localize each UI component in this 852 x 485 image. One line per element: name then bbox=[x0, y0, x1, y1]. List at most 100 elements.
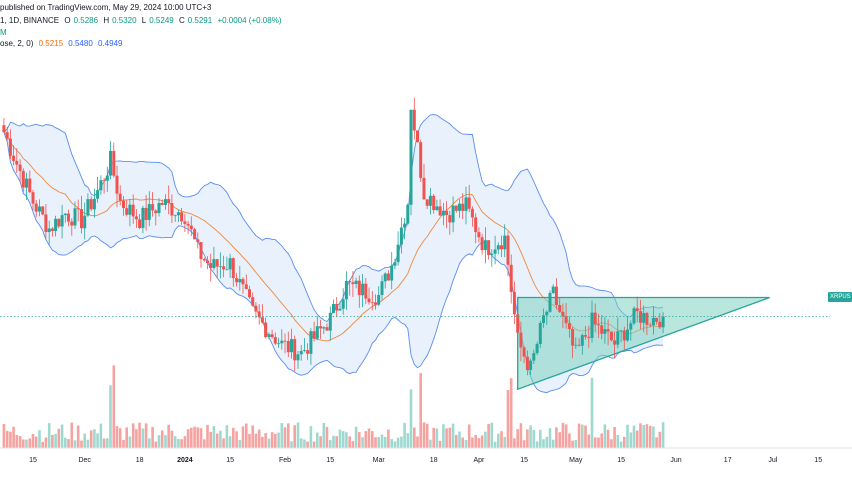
volume-bar bbox=[5, 430, 9, 448]
candle-body bbox=[348, 281, 352, 283]
volume-bar bbox=[267, 438, 271, 448]
x-tick-label: Mar bbox=[373, 457, 386, 464]
volume-bar bbox=[144, 423, 148, 448]
volume-bar bbox=[83, 433, 86, 448]
volume-bar bbox=[264, 433, 267, 448]
volume-bar bbox=[222, 438, 225, 448]
candle-body bbox=[516, 314, 520, 333]
candle-body bbox=[222, 266, 226, 270]
x-tick-label: Jun bbox=[670, 457, 681, 464]
candle-body bbox=[302, 350, 306, 351]
volume-bar bbox=[2, 424, 6, 448]
candle-body bbox=[112, 150, 116, 176]
candle-body bbox=[593, 312, 597, 325]
volume-bar bbox=[115, 426, 119, 448]
x-tick-label: 18 bbox=[430, 457, 438, 464]
candle-body bbox=[661, 316, 665, 328]
volume-bar bbox=[652, 426, 655, 448]
candle-body bbox=[57, 218, 61, 227]
candle-body bbox=[354, 280, 358, 284]
candle-body bbox=[270, 334, 274, 338]
volume-bar bbox=[93, 429, 96, 448]
candle-body bbox=[367, 298, 371, 303]
volume-bar bbox=[548, 428, 552, 448]
volume-bar bbox=[180, 439, 183, 448]
candle-body bbox=[509, 264, 513, 292]
volume-bar bbox=[76, 425, 80, 448]
volume-bar bbox=[335, 436, 338, 448]
volume-bar bbox=[348, 436, 351, 448]
volume-bar bbox=[461, 437, 464, 448]
candle-body bbox=[83, 215, 87, 229]
candle-body bbox=[31, 192, 35, 204]
volume-bar bbox=[616, 435, 620, 448]
candle-body bbox=[290, 339, 293, 353]
candle-body bbox=[131, 204, 135, 217]
candle-body bbox=[512, 292, 516, 315]
candle-body bbox=[648, 324, 652, 326]
volume-bar bbox=[31, 434, 35, 448]
volume-bar bbox=[442, 424, 445, 448]
candle-body bbox=[76, 208, 80, 210]
candle-body bbox=[67, 213, 70, 222]
x-tick-label: May bbox=[569, 457, 583, 464]
volume-bar bbox=[464, 440, 468, 448]
volume-bar bbox=[232, 427, 235, 448]
volume-bar bbox=[64, 437, 67, 448]
candle-body bbox=[293, 339, 297, 361]
candle-body bbox=[529, 360, 533, 370]
volume-bar bbox=[287, 423, 290, 448]
candle-body bbox=[564, 316, 568, 324]
x-tick-label: 2024 bbox=[177, 457, 193, 464]
candle-body bbox=[467, 197, 471, 209]
volume-bar bbox=[358, 432, 361, 448]
candle-body bbox=[254, 305, 258, 312]
volume-bar bbox=[513, 438, 516, 448]
candle-body bbox=[577, 344, 581, 346]
candle-body bbox=[525, 356, 529, 370]
candle-body bbox=[597, 324, 600, 326]
candle-body bbox=[380, 281, 384, 295]
candle-body bbox=[89, 199, 93, 210]
candle-body bbox=[50, 228, 54, 231]
candle-body bbox=[522, 347, 526, 357]
open-value: 0.5286 bbox=[73, 16, 99, 25]
volume-bar bbox=[371, 431, 374, 448]
candle-body bbox=[180, 212, 184, 222]
candle-body bbox=[105, 175, 109, 181]
volume-bar bbox=[225, 425, 229, 448]
candle-body bbox=[454, 205, 458, 211]
candle-body bbox=[551, 286, 555, 293]
volume-bar bbox=[80, 440, 83, 448]
volume-bar bbox=[564, 424, 568, 448]
candle-body bbox=[558, 305, 562, 312]
volume-bar bbox=[393, 441, 397, 448]
volume-bar bbox=[54, 433, 57, 448]
candle-body bbox=[147, 204, 151, 220]
candle-body bbox=[183, 221, 187, 224]
candle-body bbox=[441, 210, 445, 216]
volume-bar bbox=[487, 423, 490, 448]
volume-bar bbox=[280, 423, 284, 448]
volume-bar bbox=[429, 439, 432, 448]
candle-body bbox=[196, 239, 200, 243]
candle-body bbox=[344, 281, 348, 300]
candle-body bbox=[251, 297, 255, 306]
candle-body bbox=[335, 304, 339, 311]
candle-body bbox=[609, 331, 613, 341]
candle-body bbox=[493, 249, 497, 254]
volume-bar bbox=[606, 429, 610, 448]
candle-body bbox=[590, 312, 594, 338]
candle-body bbox=[186, 223, 190, 226]
volume-bar bbox=[332, 435, 335, 448]
candle-body bbox=[542, 315, 545, 323]
volume-bar bbox=[480, 435, 484, 448]
publish-line: published on TradingView.com, May 29, 20… bbox=[0, 3, 214, 12]
volume-bar bbox=[661, 422, 665, 448]
candle-body bbox=[506, 235, 510, 265]
candle-body bbox=[587, 336, 591, 338]
candle-body bbox=[416, 130, 419, 143]
candle-body bbox=[228, 258, 232, 270]
